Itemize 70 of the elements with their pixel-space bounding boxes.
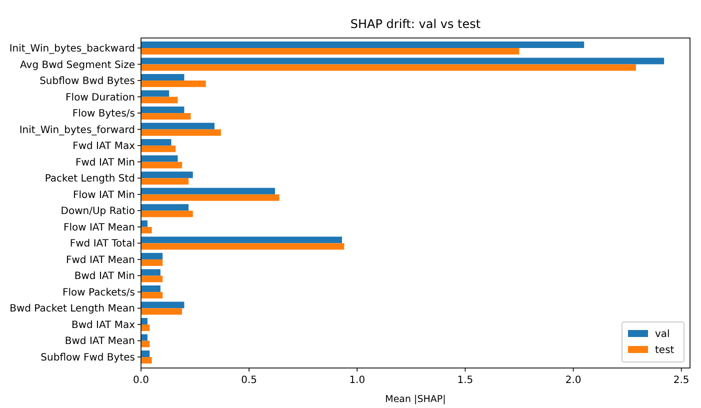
bar [141, 318, 148, 324]
bar [141, 80, 206, 88]
bar [141, 48, 520, 55]
y-tick-label: Bwd Packet Length Mean [10, 304, 135, 315]
bar [141, 259, 163, 266]
y-tick-label: Fwd IAT Min [75, 157, 135, 168]
y-tick-label: Flow IAT Min [72, 190, 135, 201]
bar [141, 302, 184, 308]
x-tick-label: 0.5 [241, 375, 258, 386]
y-tick-label: Flow Bytes/s [72, 108, 135, 120]
bar [141, 334, 148, 341]
chart-title: SHAP drift: val vs test [350, 17, 481, 31]
bar [141, 204, 189, 211]
bar [141, 58, 664, 64]
bar [141, 292, 163, 298]
x-tick-label: 2.0 [565, 375, 582, 386]
y-tick-label: Flow Duration [66, 92, 135, 104]
bar [141, 285, 160, 292]
y-tick-label: Subflow Fwd Bytes [40, 352, 135, 364]
x-tick-label: 1.5 [457, 375, 474, 386]
y-tick-label: Fwd IAT Total [70, 238, 135, 250]
y-tick-label: Flow IAT Mean [63, 222, 135, 234]
bar [141, 122, 214, 130]
y-tick-label: Bwd IAT Mean [64, 336, 135, 348]
bar [141, 220, 148, 227]
bar [141, 357, 152, 364]
y-tick-label: Packet Length Std [44, 174, 135, 185]
bar [141, 188, 276, 194]
x-axis-title: Mean |SHAP| [385, 394, 446, 405]
y-tick-label: Down/Up Ratio [60, 206, 135, 218]
bar [141, 226, 152, 234]
bar [141, 308, 182, 315]
y-tick-label: Subflow Bwd Bytes [40, 76, 135, 88]
bar [141, 139, 172, 146]
bar [141, 64, 636, 71]
x-tick-label: 1.0 [349, 375, 366, 386]
y-tick-label: Avg Bwd Segment Size [20, 60, 135, 71]
bar [141, 194, 280, 201]
bar [141, 350, 150, 357]
bar [141, 324, 150, 331]
bar [141, 162, 182, 168]
bar [141, 178, 189, 185]
bar [141, 252, 163, 260]
y-tick-label: Bwd IAT Min [74, 271, 135, 282]
bar [141, 243, 344, 250]
y-tick-label: Flow Packets/s [62, 287, 135, 298]
bar [141, 113, 191, 120]
bar [141, 74, 184, 81]
bar [141, 236, 342, 244]
bar [141, 129, 221, 136]
bar [141, 41, 584, 48]
bar [141, 172, 193, 178]
x-tick-label: 0.0 [133, 375, 149, 386]
y-tick-label: Init_Win_bytes_backward [9, 44, 135, 54]
y-tick-label: Fwd IAT Mean [66, 254, 135, 266]
y-tick-label: Bwd IAT Max [71, 320, 136, 331]
y-tick-label: Fwd IAT Max [72, 141, 136, 152]
bar [141, 146, 176, 152]
legend-label: val [655, 329, 670, 340]
legend-label: test [655, 345, 674, 356]
y-tick-label: Init_Win_bytes_forward [19, 124, 135, 136]
bar [141, 90, 170, 97]
bar [141, 96, 178, 104]
bar [141, 155, 178, 162]
bar [141, 276, 163, 282]
bar [141, 269, 160, 276]
bar [141, 210, 193, 218]
bar [141, 106, 184, 114]
x-tick-label: 2.5 [673, 375, 690, 386]
bar [141, 340, 150, 348]
